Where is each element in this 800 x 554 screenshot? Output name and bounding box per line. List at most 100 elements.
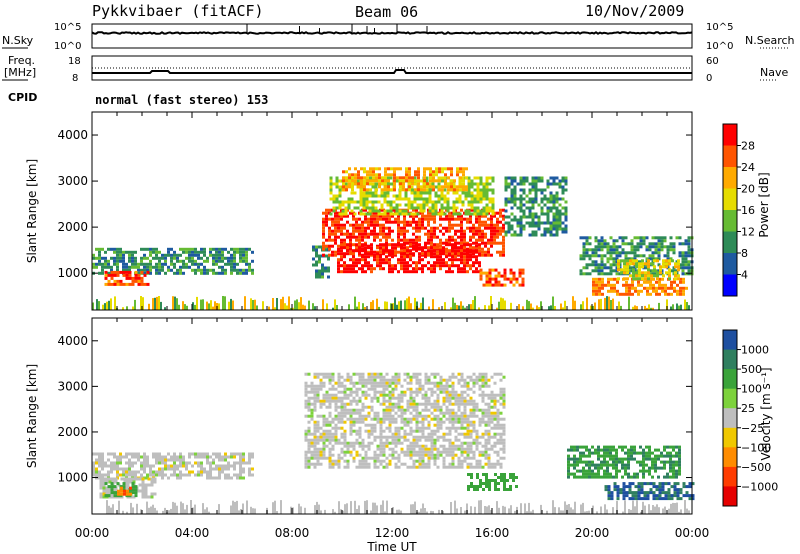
heatmap-cell bbox=[457, 414, 461, 418]
heatmap-cell bbox=[450, 167, 453, 171]
heatmap-cell bbox=[484, 462, 488, 466]
heatmap-cell bbox=[328, 372, 332, 376]
heatmap-cell bbox=[392, 206, 396, 210]
heatmap-cell bbox=[463, 441, 467, 445]
heatmap-cell bbox=[388, 405, 392, 409]
heatmap-cell bbox=[315, 254, 318, 258]
heatmap-cell bbox=[400, 411, 404, 415]
heatmap-cell bbox=[519, 179, 523, 183]
heatmap-cell bbox=[411, 182, 414, 186]
heatmap-cell bbox=[499, 253, 502, 257]
heatmap-cell bbox=[137, 273, 141, 277]
heatmap-cell bbox=[631, 292, 634, 296]
heatmap-cell bbox=[499, 211, 502, 215]
heatmap-cell bbox=[510, 233, 514, 237]
heatmap-cell bbox=[122, 482, 126, 486]
heatmap-cell bbox=[436, 435, 440, 439]
heatmap-cell bbox=[200, 467, 203, 471]
heatmap-cell bbox=[450, 170, 453, 174]
heatmap-cell bbox=[361, 381, 365, 385]
heatmap-cell bbox=[458, 212, 462, 216]
heatmap-cell bbox=[422, 197, 426, 201]
heatmap-cell bbox=[432, 179, 435, 183]
heatmap-cell bbox=[448, 426, 452, 430]
heatmap-cell bbox=[475, 429, 479, 433]
heatmap-cell bbox=[493, 214, 496, 218]
heatmap-cell bbox=[408, 179, 411, 183]
heatmap-cell bbox=[388, 253, 391, 257]
heatmap-cell bbox=[627, 257, 631, 261]
heatmap-cell bbox=[397, 229, 400, 233]
heatmap-cell bbox=[522, 188, 526, 192]
heatmap-cell bbox=[329, 197, 333, 201]
heatmap-cell bbox=[456, 173, 459, 177]
heatmap-cell bbox=[636, 236, 640, 240]
heatmap-cell bbox=[114, 296, 116, 310]
heatmap-cell bbox=[325, 217, 328, 221]
heatmap-cell bbox=[376, 381, 380, 385]
heatmap-cell bbox=[368, 200, 372, 204]
heatmap-cell bbox=[331, 438, 335, 442]
heatmap-cell bbox=[482, 271, 486, 275]
heatmap-cell bbox=[434, 200, 438, 204]
heatmap-cell bbox=[600, 236, 604, 240]
heatmap-cell bbox=[325, 244, 328, 248]
heatmap-cell bbox=[384, 185, 387, 189]
heatmap-cell bbox=[439, 387, 443, 391]
heatmap-cell bbox=[499, 214, 502, 218]
heatmap-cell bbox=[104, 270, 108, 274]
heatmap-cell bbox=[337, 267, 340, 271]
heatmap-cell bbox=[110, 491, 114, 495]
heatmap-cell bbox=[591, 251, 595, 255]
heatmap-cell bbox=[256, 305, 258, 310]
heatmap-cell bbox=[114, 480, 118, 484]
heatmap-cell bbox=[485, 209, 489, 213]
heatmap-cell bbox=[555, 230, 559, 234]
heatmap-cell bbox=[494, 280, 498, 284]
heatmap-cell bbox=[206, 455, 209, 459]
heatmap-cell bbox=[322, 393, 326, 397]
heatmap-cell bbox=[462, 173, 465, 177]
heatmap-cell bbox=[349, 243, 352, 247]
heatmap-cell bbox=[457, 214, 460, 218]
heatmap-cell bbox=[493, 423, 497, 427]
heatmap-cell bbox=[481, 235, 484, 239]
heatmap-cell bbox=[450, 307, 452, 310]
heatmap-cell bbox=[102, 304, 104, 310]
heatmap-cell bbox=[376, 396, 380, 400]
heatmap-cell bbox=[349, 390, 353, 394]
heatmap-cell bbox=[389, 200, 393, 204]
heatmap-cell bbox=[633, 245, 637, 249]
heatmap-cell bbox=[101, 467, 104, 471]
heatmap-cell bbox=[687, 263, 691, 267]
heatmap-cell bbox=[555, 227, 559, 231]
heatmap-cell bbox=[334, 429, 338, 433]
heatmap-cell bbox=[358, 232, 361, 236]
heatmap-cell bbox=[312, 248, 315, 252]
heatmap-cell bbox=[626, 277, 629, 281]
heatmap-cell bbox=[376, 453, 380, 457]
heatmap-cell bbox=[564, 212, 568, 216]
heatmap-cell bbox=[588, 257, 592, 261]
heatmap-cell bbox=[337, 375, 341, 379]
heatmap-cell bbox=[531, 188, 535, 192]
heatmap-cell bbox=[415, 223, 418, 227]
heatmap-cell bbox=[322, 444, 326, 448]
heatmap-cell bbox=[555, 191, 559, 195]
heatmap-cell bbox=[543, 227, 547, 231]
heatmap-cell bbox=[388, 249, 391, 253]
heatmap-cell bbox=[340, 217, 343, 221]
heatmap-cell bbox=[373, 396, 377, 400]
heatmap-cell bbox=[661, 289, 664, 293]
heatmap-cell bbox=[92, 452, 95, 456]
heatmap-cell bbox=[625, 280, 628, 284]
heatmap-cell bbox=[325, 429, 329, 433]
heatmap-cell bbox=[149, 247, 152, 251]
heatmap-cell bbox=[504, 188, 508, 192]
heatmap-cell bbox=[433, 267, 436, 271]
heatmap-cell bbox=[496, 441, 500, 445]
heatmap-cell bbox=[422, 209, 426, 213]
heatmap-cell bbox=[479, 209, 483, 213]
heatmap-cell bbox=[422, 206, 426, 210]
heatmap-cell bbox=[382, 217, 385, 221]
